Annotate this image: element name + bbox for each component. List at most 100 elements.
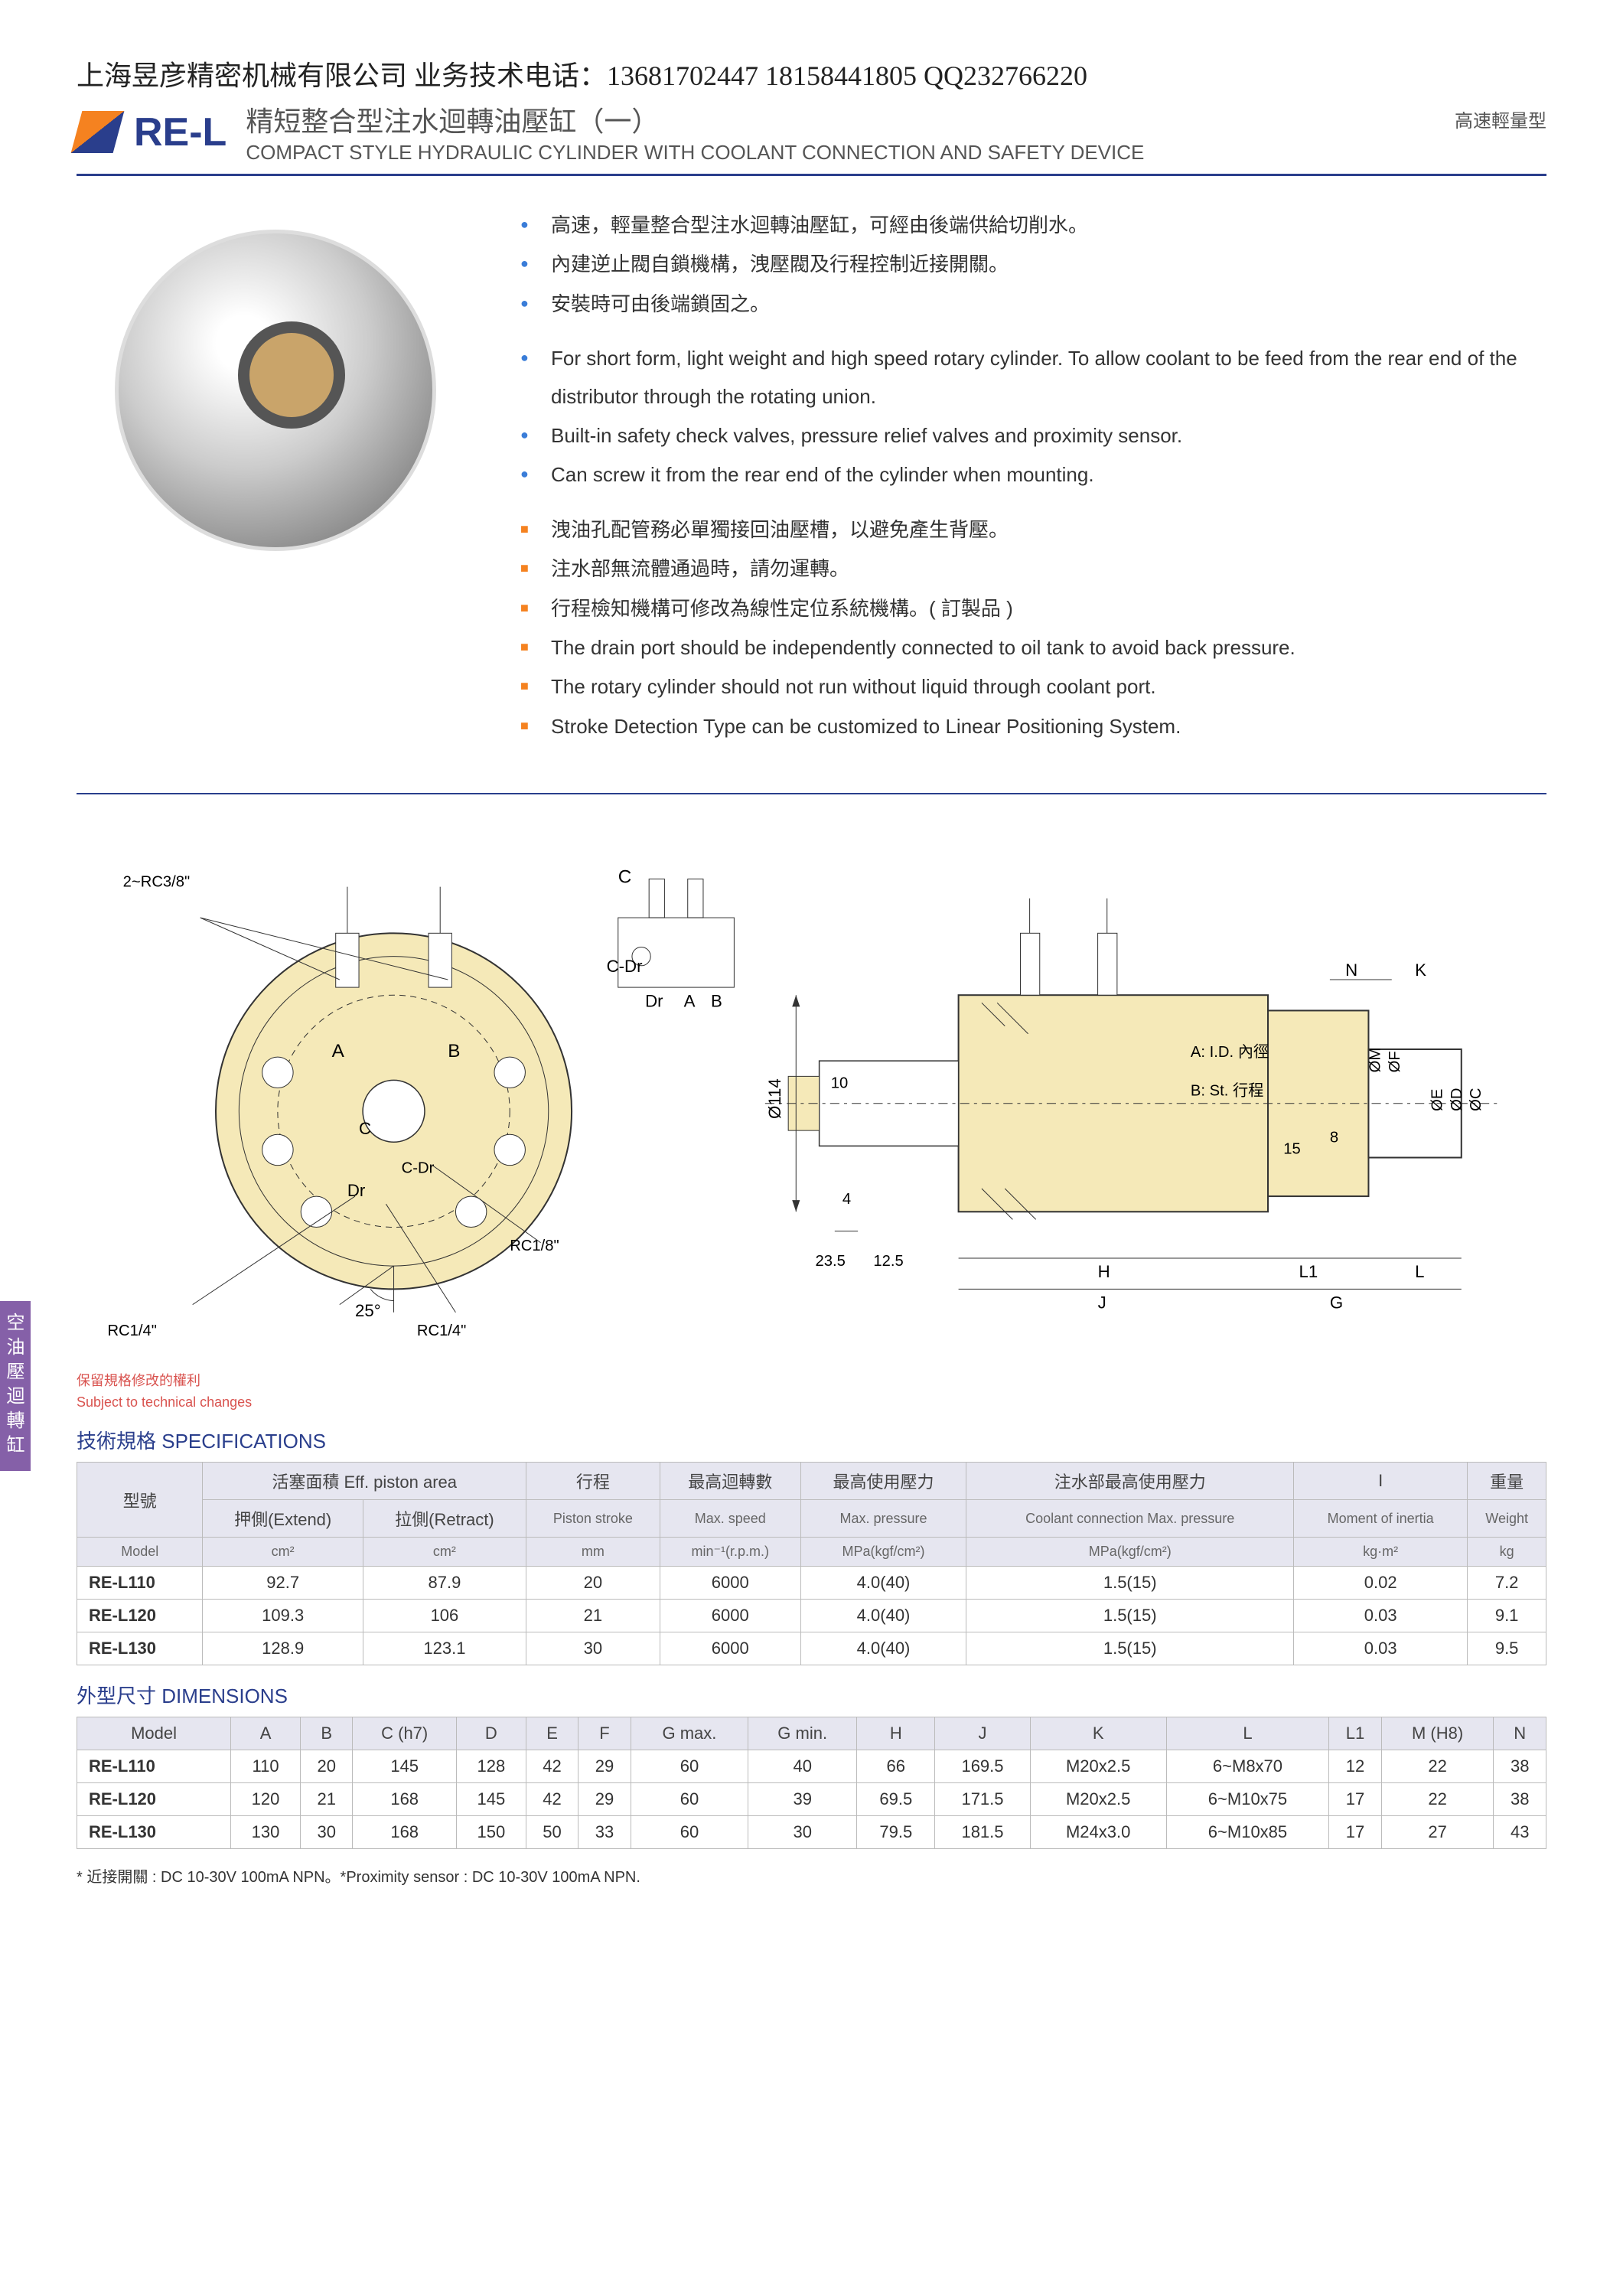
dim-header: D bbox=[456, 1717, 526, 1750]
dim-header: K bbox=[1030, 1717, 1166, 1750]
svg-text:B: St. 行程: B: St. 行程 bbox=[1191, 1082, 1264, 1100]
dim-header: L1 bbox=[1329, 1717, 1382, 1750]
dim-cell: 43 bbox=[1494, 1816, 1546, 1849]
dim-cell: 22 bbox=[1381, 1750, 1494, 1783]
dim-cell: 150 bbox=[456, 1816, 526, 1849]
dim-cell: RE-L130 bbox=[77, 1816, 231, 1849]
spec-cell: 4.0(40) bbox=[800, 1567, 966, 1600]
spec-title: 技術規格 SPECIFICATIONS bbox=[77, 1426, 1546, 1454]
logo-mark bbox=[71, 111, 125, 153]
spec-cell: 0.02 bbox=[1294, 1567, 1468, 1600]
cylinder-photo-placeholder bbox=[115, 230, 436, 551]
bullet-orange: 洩油孔配管務必單獨接回油壓槽，以避免產生背壓。 bbox=[513, 511, 1546, 549]
spec-cell: 4.0(40) bbox=[800, 1600, 966, 1632]
spec-cell: 9.5 bbox=[1468, 1632, 1546, 1665]
dim-cell: 145 bbox=[456, 1783, 526, 1816]
dim-cell: 110 bbox=[231, 1750, 301, 1783]
divider bbox=[77, 793, 1546, 794]
dim-cell: 27 bbox=[1381, 1816, 1494, 1849]
dim-header: G max. bbox=[631, 1717, 748, 1750]
bullet-blue: 內建逆止閥自鎖機構，洩壓閥及行程控制近接開關。 bbox=[513, 246, 1546, 283]
spec-cell: RE-L120 bbox=[77, 1600, 203, 1632]
dim-cell: 169.5 bbox=[935, 1750, 1030, 1783]
dim-cell: 22 bbox=[1381, 1783, 1494, 1816]
intro-section: 高速，輕量整合型注水迴轉油壓缸，可經由後端供給切削水。 內建逆止閥自鎖機構，洩壓… bbox=[77, 207, 1546, 747]
dim-header: B bbox=[300, 1717, 353, 1750]
spec-cell: 92.7 bbox=[203, 1567, 363, 1600]
dim-cell: 30 bbox=[748, 1816, 857, 1849]
dim-cell: 145 bbox=[353, 1750, 456, 1783]
dim-cell: 120 bbox=[231, 1783, 301, 1816]
dim-cell: 79.5 bbox=[857, 1816, 935, 1849]
svg-text:15: 15 bbox=[1283, 1141, 1301, 1158]
spec-cell: 9.1 bbox=[1468, 1600, 1546, 1632]
spec-cell: 0.03 bbox=[1294, 1632, 1468, 1665]
spec-cell: RE-L130 bbox=[77, 1632, 203, 1665]
svg-text:4: 4 bbox=[842, 1191, 851, 1208]
dim-cell: 168 bbox=[353, 1816, 456, 1849]
svg-text:RC1/4": RC1/4" bbox=[417, 1322, 467, 1336]
bullet-blue: Can screw it from the rear end of the cy… bbox=[513, 456, 1546, 494]
product-photo bbox=[77, 207, 474, 574]
dim-cell: 33 bbox=[578, 1816, 631, 1849]
dim-cell: 39 bbox=[748, 1783, 857, 1816]
svg-text:ØM: ØM bbox=[1367, 1048, 1384, 1073]
svg-text:12.5: 12.5 bbox=[873, 1253, 903, 1270]
dim-cell: 6~M10x75 bbox=[1166, 1783, 1329, 1816]
dim-cell: 168 bbox=[353, 1783, 456, 1816]
spec-cell: 6000 bbox=[660, 1600, 800, 1632]
spec-cell: 6000 bbox=[660, 1632, 800, 1665]
bullet-orange: The drain port should be independently c… bbox=[513, 629, 1546, 667]
dim-header: F bbox=[578, 1717, 631, 1750]
dim-header: C (h7) bbox=[353, 1717, 456, 1750]
svg-text:A: A bbox=[684, 991, 696, 1010]
spec-cell: 30 bbox=[526, 1632, 660, 1665]
dim-cell: 60 bbox=[631, 1816, 748, 1849]
spec-cell: 128.9 bbox=[203, 1632, 363, 1665]
dim-cell: 171.5 bbox=[935, 1783, 1030, 1816]
notice-en: Subject to technical changes bbox=[77, 1394, 1546, 1411]
bullet-orange: 行程檢知機構可修改為線性定位系統機構。( 訂製品 ) bbox=[513, 590, 1546, 628]
dim-cell: RE-L120 bbox=[77, 1783, 231, 1816]
spec-cell: 4.0(40) bbox=[800, 1632, 966, 1665]
svg-text:ØF: ØF bbox=[1387, 1051, 1403, 1072]
technical-diagram: A B C C-Dr Dr 25° 2~RC3/8" RC1/4" RC1/4" bbox=[77, 840, 1546, 1339]
bullet-orange: The rotary cylinder should not run witho… bbox=[513, 668, 1546, 706]
dim-cell: M20x2.5 bbox=[1030, 1750, 1166, 1783]
dim-cell: 42 bbox=[526, 1750, 578, 1783]
dim-cell: 21 bbox=[300, 1783, 353, 1816]
svg-text:G: G bbox=[1330, 1293, 1343, 1313]
model-code: RE-L bbox=[134, 109, 227, 155]
spec-cell: 21 bbox=[526, 1600, 660, 1632]
dim-header: M (H8) bbox=[1381, 1717, 1494, 1750]
svg-text:10: 10 bbox=[831, 1075, 849, 1092]
dim-cell: 42 bbox=[526, 1783, 578, 1816]
dim-cell: 29 bbox=[578, 1783, 631, 1816]
dim-table: ModelABC (h7)DEFG max.G min.HJKLL1M (H8)… bbox=[77, 1717, 1546, 1849]
svg-text:ØD: ØD bbox=[1449, 1088, 1465, 1111]
svg-text:25°: 25° bbox=[355, 1301, 381, 1320]
diagram-svg: A B C C-Dr Dr 25° 2~RC3/8" RC1/4" RC1/4" bbox=[77, 840, 1546, 1336]
svg-text:C-Dr: C-Dr bbox=[402, 1160, 435, 1177]
dim-cell: 38 bbox=[1494, 1783, 1546, 1816]
spec-cell: 123.1 bbox=[363, 1632, 526, 1665]
svg-text:N: N bbox=[1345, 960, 1357, 980]
page: 上海昱彦精密机械有限公司 业务技术电话：13681702447 18158441… bbox=[0, 0, 1623, 1940]
dim-header: J bbox=[935, 1717, 1030, 1750]
spec-cell: 7.2 bbox=[1468, 1567, 1546, 1600]
bullet-blue: 高速，輕量整合型注水迴轉油壓缸，可經由後端供給切削水。 bbox=[513, 207, 1546, 244]
svg-text:H: H bbox=[1098, 1262, 1110, 1281]
svg-text:C-Dr: C-Dr bbox=[607, 957, 644, 976]
dim-cell: 40 bbox=[748, 1750, 857, 1783]
title-en: COMPACT STYLE HYDRAULIC CYLINDER WITH CO… bbox=[246, 141, 1144, 165]
svg-text:2~RC3/8": 2~RC3/8" bbox=[123, 874, 191, 891]
dim-cell: 17 bbox=[1329, 1816, 1382, 1849]
dim-title: 外型尺寸 DIMENSIONS bbox=[77, 1681, 1546, 1709]
dim-cell: 69.5 bbox=[857, 1783, 935, 1816]
spec-cell: 6000 bbox=[660, 1567, 800, 1600]
svg-text:8: 8 bbox=[1330, 1129, 1338, 1146]
title-tag: 高速輕量型 bbox=[1455, 106, 1546, 132]
svg-text:Ø114: Ø114 bbox=[765, 1078, 784, 1119]
spec-table: 型號 活塞面積 Eff. piston area 行程 最高迴轉數 最高使用壓力… bbox=[77, 1462, 1546, 1665]
title-block: 精短整合型注水迴轉油壓缸（一） COMPACT STYLE HYDRAULIC … bbox=[246, 99, 1144, 165]
